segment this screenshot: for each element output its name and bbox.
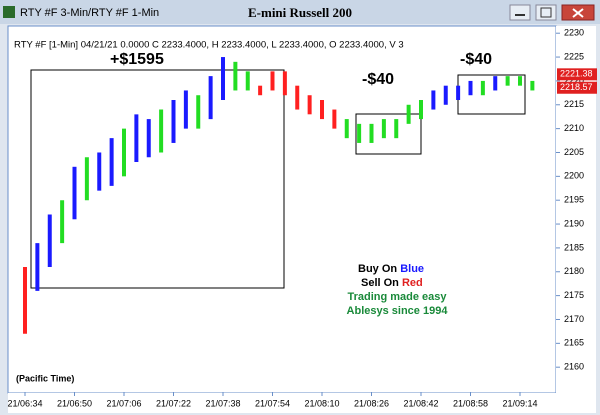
price-tag [557,81,597,94]
trade-result: +$1595 [110,51,164,68]
info-line: RTY #F [1-Min] 04/21/21 0.0000 C 2233.40… [14,40,404,51]
price-tag [557,68,597,81]
x-tick-label: 21/07:54 [255,398,290,408]
x-tick-label: 21/06:50 [57,398,92,408]
y-tick-label: 2185 [564,242,584,252]
y-tick-label: 2165 [564,338,584,348]
x-tick-label: 21/07:06 [106,398,141,408]
y-tick-label: 2190 [564,218,584,228]
x-tick-label: 21/08:42 [403,398,438,408]
close-icon [572,8,584,18]
y-tick-label: 2170 [564,314,584,324]
y-tick-label: 2205 [564,147,584,157]
y-tick-label: 2225 [564,51,584,61]
x-axis-area [8,393,596,413]
y-tick-label: 2200 [564,171,584,181]
x-tick-label: 21/06:34 [7,398,42,408]
y-tick-label: 2230 [564,28,584,38]
window-title: RTY #F 3-Min/RTY #F 1-Min [20,7,159,19]
legend-text: Sell On Red [361,277,423,289]
chart-title: E-mini Russell 200 [248,5,352,20]
legend-text: Buy On [358,263,397,275]
legend-text: Trading made easy [347,291,447,303]
y-tick-label: 2160 [564,362,584,372]
price-tag-label: 2218.57 [560,82,593,92]
y-tick-label: 2180 [564,266,584,276]
y-tick-label: 2175 [564,290,584,300]
timezone-note: (Pacific Time) [16,373,74,383]
title-bar [0,0,600,24]
legend-color: Blue [400,263,424,275]
y-tick-label: 2195 [564,195,584,205]
app-icon [3,6,15,18]
y-tick-label: 2215 [564,99,584,109]
minimize-button[interactable] [509,4,531,21]
legend-text: Ablesys since 1994 [347,305,449,317]
maximize-icon [540,7,552,18]
x-tick-label: 21/08:58 [453,398,488,408]
x-tick-label: 21/08:26 [354,398,389,408]
trade-result: -$40 [460,51,492,68]
x-tick-label: 21/08:10 [304,398,339,408]
maximize-button[interactable] [535,4,557,21]
x-tick-label: 21/07:22 [156,398,191,408]
trade-box [30,69,285,289]
legend-text: Buy On Blue [358,263,424,275]
x-tick-label: 21/07:38 [205,398,240,408]
x-tick-label: 21/09:14 [502,398,537,408]
window-buttons[interactable] [509,4,595,21]
legend-color: Red [402,277,423,289]
price-tag-label: 2221.38 [560,69,593,79]
trade-box [355,113,422,155]
legend-text: Sell On [361,277,399,289]
y-tick-label: 2210 [564,123,584,133]
trade-result: -$40 [362,71,394,88]
plot-area [7,25,557,394]
